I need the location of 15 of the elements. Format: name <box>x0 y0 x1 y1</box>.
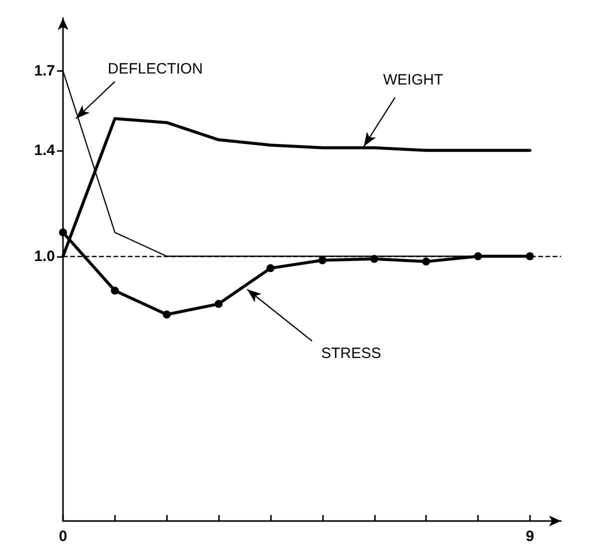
point <box>214 300 223 308</box>
x-tick-label: 0 <box>58 528 68 545</box>
text: DEFLECTION <box>108 60 203 78</box>
point <box>162 310 171 319</box>
point <box>266 264 274 272</box>
y-tick-label: 1.7 <box>34 62 55 80</box>
point <box>59 228 67 236</box>
text: WEIGHT <box>383 72 444 89</box>
x-tick-label: 9 <box>526 528 534 545</box>
y-tick-label: 1.0 <box>34 248 55 265</box>
y-tick-label: 1.4 <box>34 142 56 159</box>
point <box>110 286 119 295</box>
point <box>422 258 430 266</box>
point <box>318 256 326 264</box>
text: STRESS <box>321 344 382 362</box>
